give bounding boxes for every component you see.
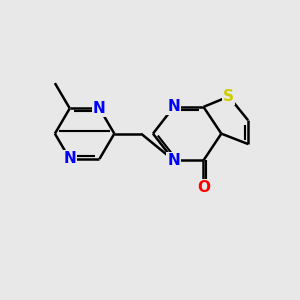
Text: N: N	[167, 153, 180, 168]
Text: N: N	[63, 152, 76, 166]
Text: O: O	[197, 180, 210, 195]
Text: S: S	[223, 89, 234, 104]
Text: N: N	[167, 99, 180, 114]
Text: N: N	[93, 101, 106, 116]
